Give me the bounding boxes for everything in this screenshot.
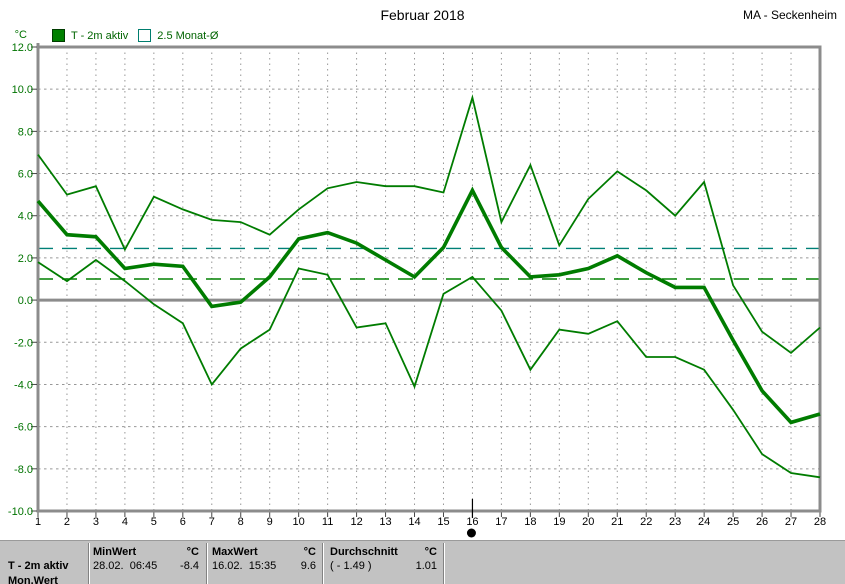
- status-bar: T - 2m aktiv Mon.Wert MinWert °C 28.02. …: [0, 540, 845, 584]
- x-tick-label: 25: [727, 516, 739, 528]
- maxwert-value: 16.02. 15:35 9.6: [212, 560, 316, 572]
- x-tick-label: 27: [785, 516, 797, 528]
- x-tick-label: 1: [35, 516, 41, 528]
- x-tick-label: 9: [267, 516, 273, 528]
- y-tick-label: -2.0: [14, 337, 33, 349]
- x-tick-label: 18: [524, 516, 536, 528]
- maxwert-header: MaxWert °C: [212, 546, 316, 558]
- durchschnitt-header: Durchschnitt °C: [330, 546, 437, 558]
- y-tick-label: -6.0: [14, 422, 33, 434]
- y-tick-label: -8.0: [14, 464, 33, 476]
- y-tick-label: -4.0: [14, 379, 33, 391]
- legend-label-t2m: T - 2m aktiv: [71, 29, 129, 42]
- statusbar-series-label: T - 2m aktiv: [8, 560, 69, 572]
- y-tick-label: -10.0: [8, 506, 33, 518]
- page-title: Februar 2018: [380, 7, 465, 23]
- minwert-value: 28.02. 06:45 -8.4: [93, 560, 199, 572]
- x-tick-label: 7: [209, 516, 215, 528]
- series-swatch-outline-icon: [138, 29, 152, 42]
- x-tick-label: 20: [582, 516, 594, 528]
- x-tick-label: 19: [553, 516, 565, 528]
- x-tick-label: 21: [611, 516, 623, 528]
- station-name: MA - Seckenheim: [742, 8, 837, 22]
- y-tick-label: 2.0: [18, 253, 33, 265]
- series-swatch-filled-icon: [52, 29, 65, 42]
- minwert-header: MinWert °C: [93, 546, 199, 558]
- y-tick-label: 0.0: [18, 295, 33, 307]
- x-tick-label: 28: [814, 516, 826, 528]
- x-tick-label: 16: [466, 516, 478, 528]
- x-tick-label: 12: [350, 516, 362, 528]
- x-tick-label: 2: [64, 516, 70, 528]
- x-tick-label: 11: [322, 516, 333, 528]
- x-tick-label: 22: [640, 516, 652, 528]
- legend-item-monat: 2.5 Monat-Ø: [138, 29, 218, 42]
- chart-legend: T - 2m aktiv 2.5 Monat-Ø: [52, 29, 218, 42]
- legend-item-t2m: T - 2m aktiv: [52, 29, 128, 42]
- x-tick-label: 3: [93, 516, 99, 528]
- y-tick-label: 8.0: [18, 126, 33, 138]
- legend-label-monat: 2.5 Monat-Ø: [157, 29, 219, 42]
- x-tick-label: 5: [151, 516, 157, 528]
- series-line-max: [37, 94, 821, 354]
- statusbar-partial-row-label: Mon.Wert: [8, 575, 58, 584]
- x-tick-label: 14: [408, 516, 420, 528]
- x-tick-label: 6: [180, 516, 186, 528]
- x-tick-label: 13: [379, 516, 391, 528]
- x-tick-label: 15: [437, 516, 449, 528]
- series-line-min: [37, 258, 821, 479]
- y-tick-label: 4.0: [18, 211, 33, 223]
- temperature-chart: 12.0 10.0 8.0 6.0 4.0 2.0 0.0 -2.0 -4.0 -6.0 -8.0 -…: [8, 29, 826, 538]
- y-tick-label: 10.0: [12, 84, 33, 96]
- durchschnitt-value: ( - 1.49 ) 1.01: [330, 560, 437, 572]
- y-axis-unit-label: °C: [15, 29, 27, 41]
- y-tick-label: 6.0: [18, 169, 33, 181]
- x-tick-label: 10: [293, 516, 305, 528]
- y-tick-label: 12.0: [12, 42, 33, 54]
- x-tick-label: 8: [238, 516, 244, 528]
- x-tick-label: 4: [122, 516, 128, 528]
- series-line-mean: [36, 186, 821, 425]
- x-tick-label: 17: [495, 516, 507, 528]
- x-tick-label: 24: [698, 516, 710, 528]
- day-marker-dot[interactable]: [466, 528, 476, 538]
- x-tick-label: 23: [669, 516, 681, 528]
- x-tick-label: 26: [756, 516, 768, 528]
